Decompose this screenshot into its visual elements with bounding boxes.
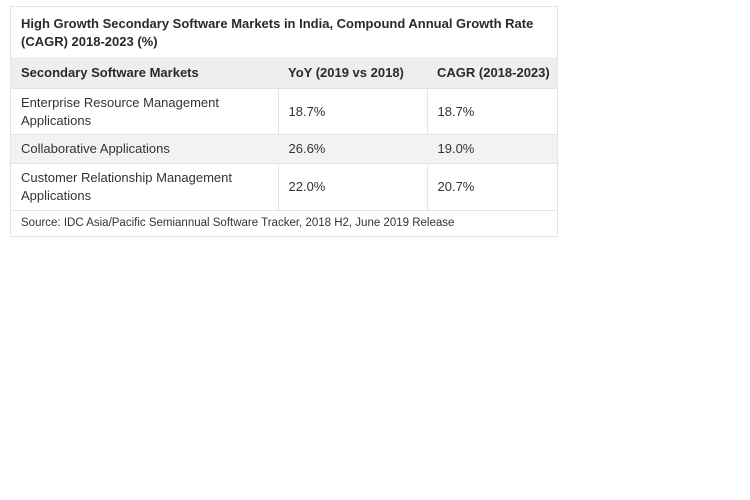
table-title: High Growth Secondary Software Markets i… <box>21 16 534 49</box>
cell-market: Enterprise Resource Management Applicati… <box>11 88 278 135</box>
table-row: Customer Relationship Management Applica… <box>11 163 557 210</box>
column-header-cagr: CAGR (2018-2023) <box>427 57 557 89</box>
table-card: High Growth Secondary Software Markets i… <box>10 6 558 237</box>
cell-cagr: 19.0% <box>426 134 557 164</box>
cell-yoy: 18.7% <box>277 88 427 135</box>
table-row: Enterprise Resource Management Applicati… <box>11 88 557 135</box>
cell-yoy: 22.0% <box>277 163 427 210</box>
cell-cagr: 18.7% <box>426 88 557 135</box>
table-row: Collaborative Applications 26.6% 19.0% <box>11 134 557 164</box>
cell-yoy: 26.6% <box>277 134 427 164</box>
cell-cagr: 20.7% <box>426 163 557 210</box>
source-note: Source: IDC Asia/Pacific Semiannual Soft… <box>11 210 557 236</box>
column-header-yoy: YoY (2019 vs 2018) <box>278 57 427 89</box>
cell-market: Collaborative Applications <box>11 134 278 164</box>
data-table: Secondary Software Markets YoY (2019 vs … <box>11 57 557 210</box>
header-row: Secondary Software Markets YoY (2019 vs … <box>11 57 557 89</box>
cell-market: Customer Relationship Management Applica… <box>11 163 278 210</box>
column-header-market: Secondary Software Markets <box>11 57 278 89</box>
